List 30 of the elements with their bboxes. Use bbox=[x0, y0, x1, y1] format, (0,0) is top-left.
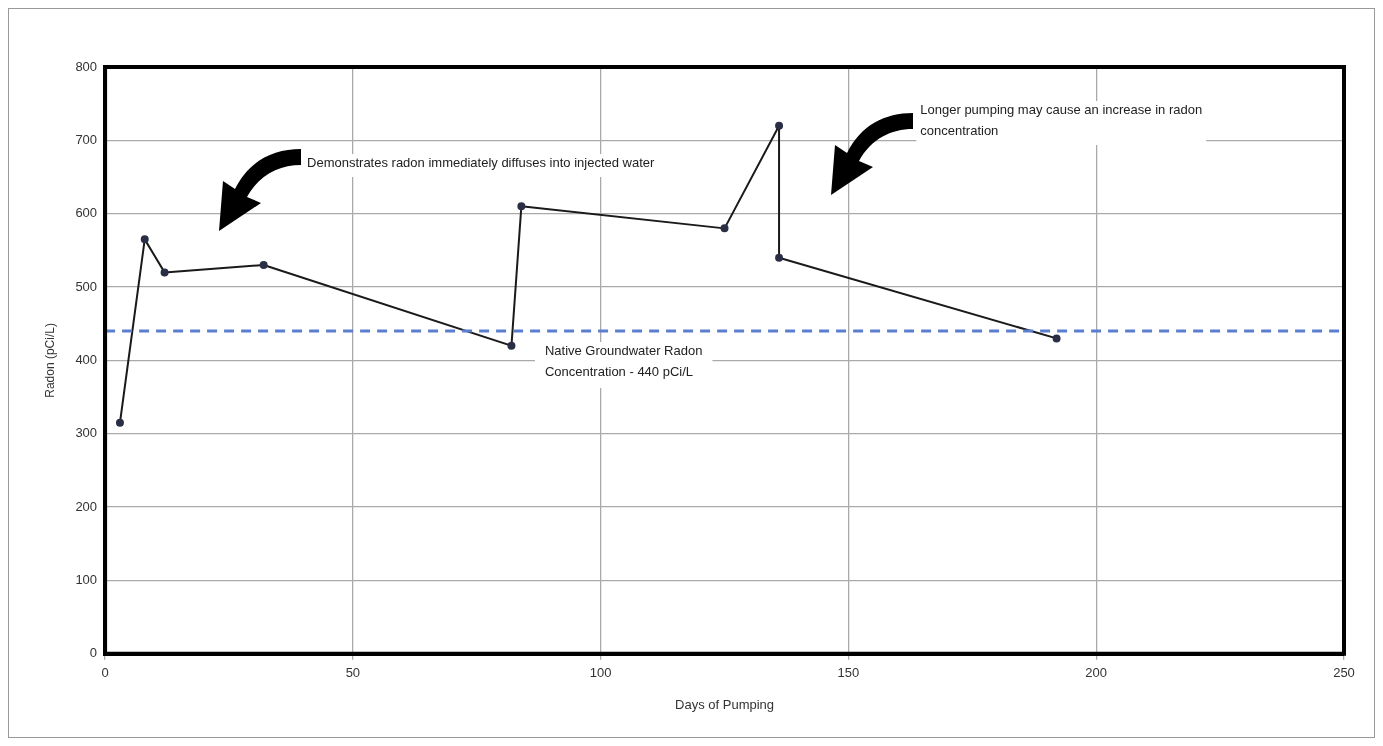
x-tick-label: 100 bbox=[589, 665, 612, 681]
x-axis-title: Days of Pumping bbox=[675, 696, 775, 712]
point bbox=[507, 341, 516, 350]
point bbox=[775, 121, 784, 130]
point bbox=[775, 253, 784, 262]
x-tick-label: 200 bbox=[1085, 665, 1108, 681]
y-tick-label: 300 bbox=[75, 425, 98, 441]
point bbox=[720, 224, 729, 233]
y-tick-label: 800 bbox=[75, 58, 98, 74]
y-tick-label: 0 bbox=[89, 645, 98, 661]
y-tick-label: 400 bbox=[75, 351, 98, 367]
y-tick-label: 100 bbox=[75, 572, 98, 588]
point bbox=[259, 261, 268, 270]
point bbox=[517, 202, 526, 211]
ref-line-label: Native Groundwater Radon Concentration - 440 pCi/L bbox=[544, 343, 703, 380]
point bbox=[115, 418, 124, 427]
point bbox=[1052, 334, 1061, 343]
x-tick-label: 250 bbox=[1333, 665, 1355, 681]
x-tick-label: 150 bbox=[837, 665, 860, 681]
y-tick-label: 200 bbox=[75, 498, 98, 514]
annotation: Longer pumping may cause an increase in radon concentration bbox=[920, 102, 1203, 139]
y-tick-label: 600 bbox=[75, 205, 98, 221]
point bbox=[160, 268, 169, 277]
x-tick-label: 50 bbox=[345, 665, 361, 681]
y-tick-label: 700 bbox=[75, 131, 98, 147]
y-axis-title: Radon (pCi/L) bbox=[42, 323, 57, 398]
x-tick-label: 0 bbox=[101, 665, 109, 681]
point bbox=[140, 235, 149, 244]
y-tick-label: 500 bbox=[75, 278, 98, 294]
annotation: Demonstrates radon immediately diffuses into injected water bbox=[307, 155, 656, 171]
